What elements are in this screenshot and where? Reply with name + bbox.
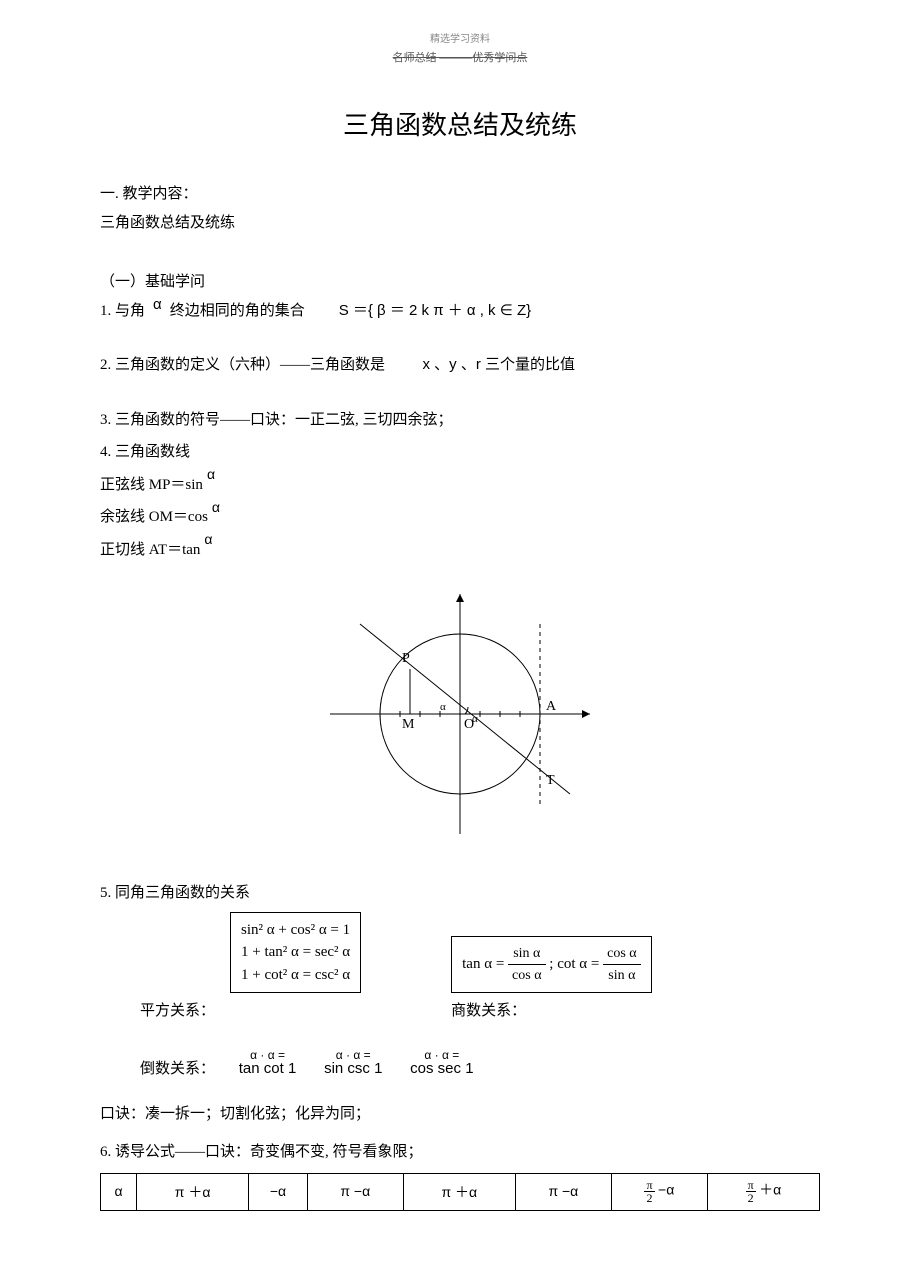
tan-line-text: 正切线 AT＝tan — [100, 536, 200, 565]
svg-text:P: P — [402, 651, 410, 666]
frac-sin-cos: sin α cos α — [508, 943, 546, 986]
recip-g1: α · α = tan cot 1 — [239, 1048, 297, 1077]
cell-6: π2 −α — [611, 1173, 707, 1210]
item-5: 5. 同角三角函数的关系 — [100, 879, 820, 908]
tan-line: 正切线 AT＝tan α — [100, 536, 820, 565]
recip-b2: sin csc 1 — [324, 1060, 382, 1077]
svg-text:T: T — [546, 773, 555, 788]
cell-0: α — [101, 1173, 137, 1210]
quotient-relation-box: tan α = sin α cos α ; cot α = cos α sin … — [451, 936, 651, 993]
item1-formula: S ＝{ β ＝ 2 k π ＋ α , k ∈ Z} — [339, 297, 531, 326]
item-6: 6. 诱导公式——口诀：奇变偶不变, 符号看象限； — [100, 1138, 820, 1167]
tan-eq: tan α = — [462, 956, 504, 972]
section-b-heading: （一）基础学问 — [100, 270, 820, 291]
svg-text:M: M — [402, 717, 415, 732]
relations-row: sin² α + cos² α = 1 1 + tan² α = sec² α … — [140, 912, 820, 1030]
square-relation-col: sin² α + cos² α = 1 1 + tan² α = sec² α … — [140, 912, 361, 1030]
cell-3: π −α — [307, 1173, 403, 1210]
svg-text:A: A — [546, 699, 557, 714]
recip-g3: α · α = cos sec 1 — [410, 1048, 473, 1077]
quotient-relation-label: 商数关系： — [451, 997, 651, 1026]
cell-7: π2 ＋α — [707, 1173, 819, 1210]
item-3: 3. 三角函数的符号——口诀：一正二弦, 三切四余弦； — [100, 406, 820, 435]
cell-7-tail: ＋α — [759, 1182, 781, 1198]
recip-b3: cos sec 1 — [410, 1060, 473, 1077]
table-row: α π ＋α −α π −α π ＋α π −α π2 −α π2 ＋α — [101, 1173, 820, 1210]
alpha-1: α — [153, 291, 162, 320]
alpha-sin: α — [207, 461, 215, 488]
svg-text:α: α — [472, 713, 478, 725]
frac-num1: sin α — [508, 943, 546, 965]
header-strike: 名师总结 ———优秀学问点 — [100, 49, 820, 65]
section-a-sub: 三角函数总结及统练 — [100, 209, 820, 238]
frac-den2: sin α — [603, 965, 641, 986]
alpha-tan: α — [204, 526, 212, 553]
tip-line: 口诀：凑一拆一；切割化弦；化异为同； — [100, 1100, 820, 1129]
section-a-heading: 一. 教学内容： — [100, 182, 820, 203]
cot-eq: ; cot α = — [549, 956, 599, 972]
pi-half-2: π2 — [746, 1179, 756, 1204]
quotient-relation-col: tan α = sin α cos α ; cot α = cos α sin … — [451, 936, 651, 1030]
cell-2: −α — [249, 1173, 308, 1210]
induction-table: α π ＋α −α π −α π ＋α π −α π2 −α π2 ＋α — [100, 1173, 820, 1211]
header-small: 精选学习资料 — [100, 30, 820, 45]
item-1: 1. 与角 α 终边相同的角的集合 S ＝{ β ＝ 2 k π ＋ α , k… — [100, 297, 820, 326]
alpha-cos: α — [212, 494, 220, 521]
item-2: 2. 三角函数的定义（六种）——三角函数是 x 、y 、r 三个量的比值 — [100, 351, 820, 380]
frac-den1: cos α — [508, 965, 546, 986]
recip-g2: α · α = sin csc 1 — [324, 1048, 382, 1077]
pi-half-1: π2 — [644, 1179, 654, 1204]
frac-num2: cos α — [603, 943, 641, 965]
cell-6-tail: −α — [658, 1182, 674, 1198]
square-relation-label: 平方关系： — [140, 997, 361, 1026]
frac-cos-sin: cos α sin α — [603, 943, 641, 986]
sine-line: 正弦线 MP＝sin α — [100, 471, 820, 500]
reciprocal-label: 倒数关系： — [140, 1061, 215, 1077]
item2-tail: x 、y 、r 三个量的比值 — [423, 356, 576, 373]
sine-line-text: 正弦线 MP＝sin — [100, 471, 203, 500]
sq-line1: sin² α + cos² α = 1 — [241, 919, 350, 942]
sq-line2: 1 + tan² α = sec² α — [241, 941, 350, 964]
unit-circle-diagram: P M O A T α α — [100, 584, 820, 849]
svg-text:α: α — [440, 701, 446, 713]
unit-circle-svg: P M O A T α α — [310, 584, 610, 844]
square-relation-box: sin² α + cos² α = 1 1 + tan² α = sec² α … — [230, 912, 361, 994]
page-root: 精选学习资料 名师总结 ———优秀学问点 三角函数总结及统练 一. 教学内容： … — [0, 0, 920, 1251]
recip-b1: tan cot 1 — [239, 1060, 297, 1077]
cos-line-text: 余弦线 OM＝cos — [100, 503, 208, 532]
sq-line3: 1 + cot² α = csc² α — [241, 964, 350, 987]
page-title: 三角函数总结及统练 — [100, 105, 820, 142]
item2-text: 2. 三角函数的定义（六种）——三角函数是 — [100, 357, 385, 373]
item1-mid: 终边相同的角的集合 — [170, 297, 305, 326]
cell-5: π −α — [515, 1173, 611, 1210]
cell-4: π ＋α — [403, 1173, 515, 1210]
reciprocal-math: α · α = tan cot 1 α · α = sin csc 1 α · … — [227, 1048, 486, 1078]
reciprocal-row: 倒数关系： α · α = tan cot 1 α · α = sin csc … — [140, 1048, 820, 1078]
item1-prefix: 1. 与角 — [100, 297, 145, 326]
cell-1: π ＋α — [137, 1173, 249, 1210]
